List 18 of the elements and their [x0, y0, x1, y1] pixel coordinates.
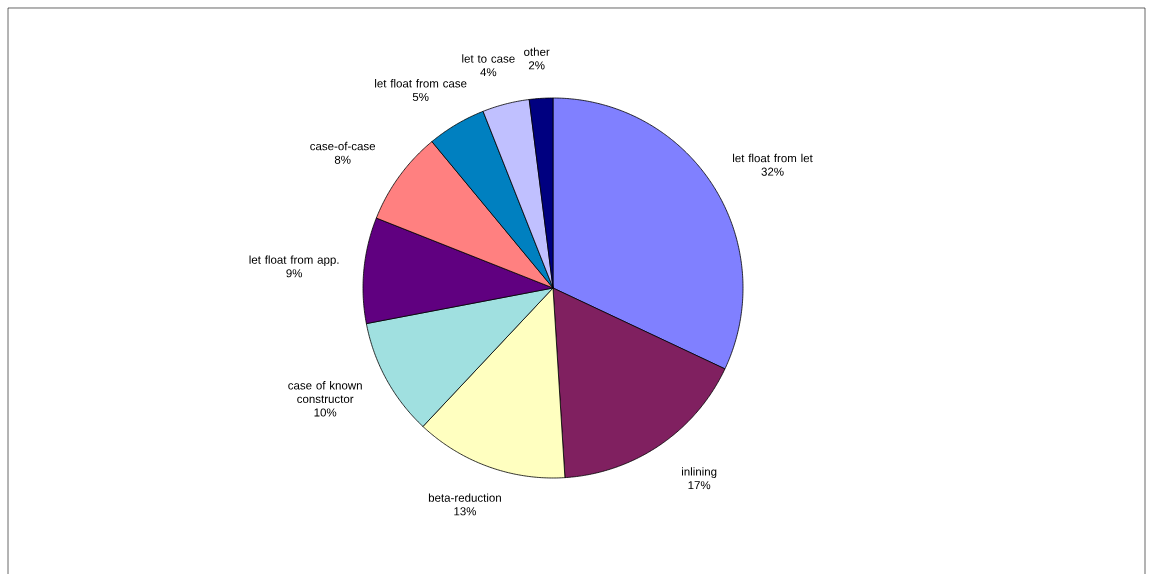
data-label: 8% — [334, 155, 351, 164]
data-label: 2% — [528, 61, 545, 70]
slice-label: let float from app. — [249, 255, 339, 267]
slice-label: let float from let — [733, 153, 813, 163]
data-label: 9% — [286, 269, 303, 278]
slice-label: other — [524, 47, 550, 56]
slice-label: case of known constructor — [288, 381, 362, 404]
slice-label: beta-reduction — [428, 493, 501, 502]
data-label: 10% — [314, 408, 337, 417]
data-label: 4% — [480, 68, 497, 77]
slice-label: case-of-case — [310, 141, 376, 151]
data-label: 17% — [688, 481, 711, 490]
data-label: 32% — [761, 167, 784, 176]
data-label: 13% — [454, 507, 477, 516]
slice-label: let float from case — [375, 79, 467, 88]
data-label: 5% — [412, 92, 429, 101]
slice-label: let to case — [462, 54, 515, 63]
slice-label: inlining — [682, 467, 717, 478]
